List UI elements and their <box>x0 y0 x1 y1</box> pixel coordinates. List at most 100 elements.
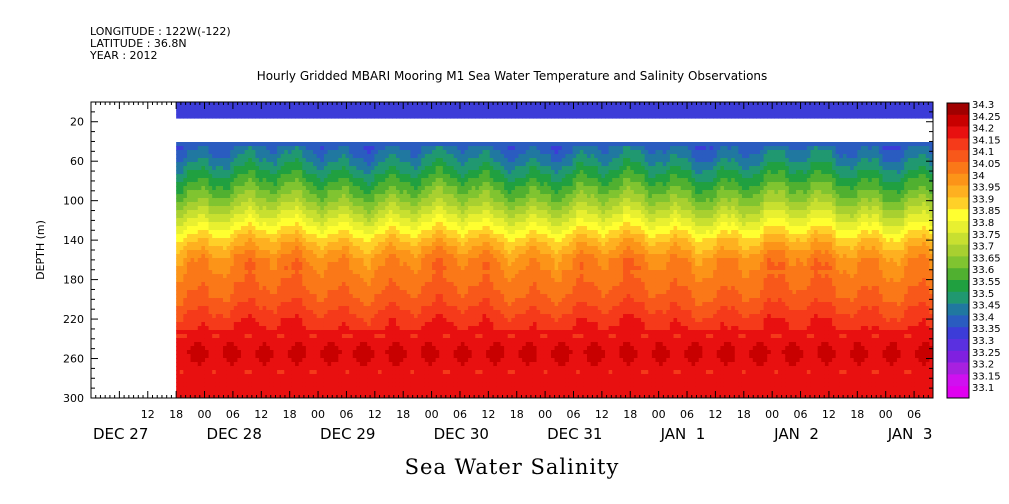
salinity-cell <box>251 178 257 183</box>
salinity-column <box>424 102 430 398</box>
salinity-cell <box>334 222 339 227</box>
salinity-cell <box>295 202 300 207</box>
salinity-cell <box>320 182 325 187</box>
salinity-cell <box>388 114 393 119</box>
salinity-cell <box>363 162 368 167</box>
salinity-cell <box>305 102 311 107</box>
salinity-cell <box>410 178 415 183</box>
salinity-cell <box>363 202 368 207</box>
salinity-cell <box>414 330 419 335</box>
salinity-cell <box>352 366 357 371</box>
salinity-cell <box>262 334 267 339</box>
salinity-cell <box>334 182 339 187</box>
salinity-cell <box>241 166 246 171</box>
salinity-cell <box>403 206 408 211</box>
salinity-cell <box>176 278 181 283</box>
salinity-cell <box>356 222 361 227</box>
salinity-cell <box>230 298 235 303</box>
salinity-cell <box>406 226 412 231</box>
salinity-cell <box>424 146 430 151</box>
salinity-cell <box>269 338 275 343</box>
salinity-column <box>381 102 386 398</box>
salinity-cell <box>280 182 285 187</box>
salinity-cell <box>309 302 314 307</box>
salinity-cell <box>248 222 253 227</box>
salinity-cell <box>432 174 437 179</box>
salinity-cell <box>388 286 393 291</box>
salinity-cell <box>406 326 412 331</box>
salinity-cell <box>410 286 415 291</box>
salinity-cell <box>374 314 379 319</box>
salinity-cell <box>255 330 260 335</box>
salinity-cell <box>428 222 433 227</box>
salinity-cell <box>212 110 217 115</box>
salinity-cell <box>259 206 264 211</box>
salinity-cell <box>230 342 235 347</box>
salinity-cell <box>226 378 231 383</box>
salinity-cell <box>302 186 307 191</box>
salinity-cell <box>291 230 296 235</box>
salinity-cell <box>392 186 397 191</box>
salinity-cell <box>363 166 368 171</box>
salinity-cell <box>313 246 318 251</box>
salinity-cell <box>295 226 300 231</box>
salinity-cell <box>266 370 271 375</box>
salinity-cell <box>291 390 296 395</box>
salinity-cell <box>194 370 199 375</box>
salinity-cell <box>255 350 260 355</box>
salinity-column <box>287 102 293 398</box>
salinity-cell <box>363 190 368 195</box>
salinity-cell <box>352 218 357 223</box>
salinity-cell <box>302 390 307 395</box>
salinity-cell <box>399 226 404 231</box>
salinity-cell <box>374 270 379 275</box>
salinity-cell <box>403 342 408 347</box>
salinity-cell <box>403 354 408 359</box>
salinity-cell <box>395 114 401 119</box>
salinity-cell <box>414 230 419 235</box>
salinity-cell <box>183 294 188 299</box>
salinity-cell <box>377 254 383 259</box>
salinity-cell <box>395 314 401 319</box>
salinity-cell <box>359 322 365 327</box>
salinity-cell <box>367 114 372 119</box>
salinity-cell <box>377 270 383 275</box>
salinity-cell <box>176 226 181 231</box>
salinity-cell <box>309 250 314 255</box>
salinity-cell <box>280 190 285 195</box>
salinity-cell <box>183 222 188 227</box>
salinity-cell <box>176 170 181 175</box>
salinity-cell <box>432 190 437 195</box>
salinity-cell <box>226 250 231 255</box>
salinity-cell <box>367 226 372 231</box>
salinity-cell <box>435 202 440 207</box>
salinity-cell <box>320 322 325 327</box>
salinity-column <box>273 102 278 398</box>
salinity-cell <box>248 258 253 263</box>
salinity-cell <box>305 230 311 235</box>
salinity-cell <box>392 382 397 387</box>
salinity-cell <box>356 294 361 299</box>
salinity-cell <box>385 198 390 203</box>
salinity-cell <box>327 326 332 331</box>
salinity-cell <box>363 330 368 335</box>
salinity-cell <box>176 366 181 371</box>
salinity-cell <box>219 374 224 379</box>
salinity-cell <box>313 258 318 263</box>
salinity-cell <box>223 310 228 315</box>
salinity-cell <box>266 234 271 239</box>
salinity-cell <box>291 242 296 247</box>
salinity-cell <box>186 218 192 223</box>
salinity-cell <box>309 214 314 219</box>
salinity-cell <box>194 234 199 239</box>
salinity-cell <box>215 390 220 395</box>
salinity-cell <box>331 330 336 335</box>
salinity-cell <box>338 146 343 151</box>
salinity-cell <box>410 262 415 267</box>
salinity-cell <box>251 358 257 363</box>
salinity-cell <box>208 162 213 167</box>
salinity-cell <box>201 366 206 371</box>
salinity-cell <box>204 390 210 395</box>
salinity-cell <box>331 162 336 167</box>
salinity-cell <box>381 210 386 215</box>
